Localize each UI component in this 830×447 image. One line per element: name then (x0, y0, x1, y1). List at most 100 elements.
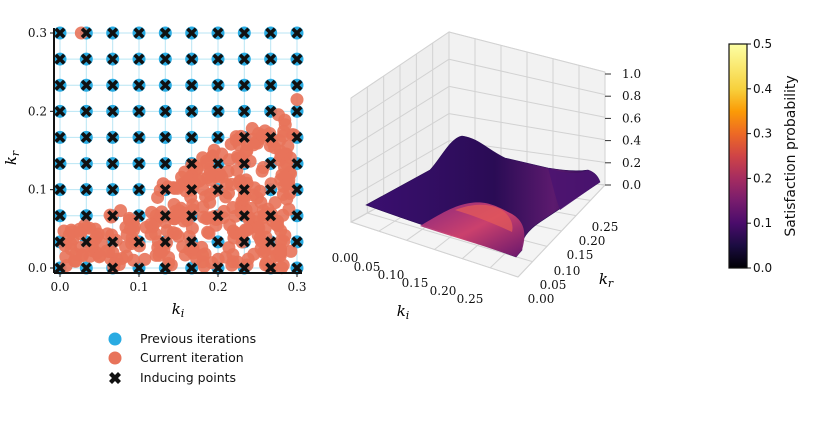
inducing-point (80, 262, 92, 274)
inducing-point (291, 105, 303, 117)
scatter-y-ticks: 0.0 0.1 0.2 0.3 (28, 26, 54, 275)
inducing-point (186, 53, 198, 65)
inducing-point (212, 184, 224, 196)
inducing-point (186, 184, 198, 196)
inducing-point (107, 131, 119, 143)
inducing-point (133, 262, 145, 274)
inducing-point (107, 184, 119, 196)
surface-x-label: ki (397, 302, 410, 322)
legend-label-inducing: Inducing points (140, 370, 236, 385)
surface-right-rise (548, 168, 600, 210)
pane-grid-line (448, 113, 606, 141)
inducing-point (54, 262, 66, 274)
inducing-point (238, 53, 250, 65)
inducing-point (159, 158, 171, 170)
current-point (257, 245, 271, 259)
current-point (171, 229, 185, 243)
inducing-point (80, 79, 92, 91)
current-point (90, 230, 104, 244)
inducing-point (238, 262, 250, 274)
surface-y-tick-label: 0.25 (592, 220, 619, 234)
surface-x-tick-label: 0.20 (430, 284, 457, 298)
inducing-point (291, 184, 303, 196)
surface-x-ticks: 0.000.050.100.150.200.25 (332, 251, 484, 306)
inducing-point (265, 131, 277, 143)
inducing-point (186, 27, 198, 39)
surface-y-tick-label: 0.10 (554, 264, 581, 278)
inducing-point (54, 27, 66, 39)
colorbar: 0.0 0.1 0.2 0.3 0.4 0.5 Satisfaction probabil… (728, 37, 799, 275)
current-point (166, 181, 180, 195)
surface-z-tick-label: 0.2 (622, 156, 641, 170)
inducing-point (107, 158, 119, 170)
inducing-point (54, 105, 66, 117)
inducing-point (54, 236, 66, 248)
current-point (127, 223, 141, 237)
colorbar-tick-label: 0.1 (753, 216, 772, 230)
inducing-point (54, 210, 66, 222)
inducing-point (159, 105, 171, 117)
current-point (215, 170, 229, 184)
inducing-point (186, 131, 198, 143)
pane-grid-line (350, 85, 450, 149)
current-point (271, 219, 285, 233)
current-point (276, 187, 290, 201)
surface-y-tick-label: 0.20 (579, 234, 606, 248)
inducing-point (238, 27, 250, 39)
inducing-point (133, 53, 145, 65)
pane-grid-line (448, 58, 606, 96)
legend-marker-previous (108, 332, 122, 346)
inducing-point (238, 105, 250, 117)
legend-label-previous: Previous iterations (140, 331, 256, 346)
surface-x-tick-label: 0.10 (378, 268, 405, 282)
inducing-point (186, 236, 198, 248)
current-point (226, 248, 240, 262)
inducing-point (80, 210, 92, 222)
current-point (280, 177, 294, 191)
inducing-point (80, 27, 92, 39)
inducing-points (54, 27, 303, 274)
inducing-point (212, 131, 224, 143)
surface-z-tick-label: 0.4 (622, 134, 641, 148)
surface-y-ticks: 0.000.050.10 0.150.200.25 (528, 220, 619, 306)
inducing-point (265, 184, 277, 196)
current-point (186, 198, 200, 212)
current-point (273, 244, 287, 258)
current-point (139, 220, 153, 234)
floor-grid-line (517, 184, 606, 278)
inducing-point (80, 236, 92, 248)
surface-z-tick-label: 0.0 (622, 178, 641, 192)
pane-grid-line (448, 85, 606, 118)
x-tick-label: 0.2 (208, 280, 227, 294)
x-tick-label: 0.0 (50, 280, 69, 294)
current-point (284, 244, 298, 258)
inducing-point (159, 236, 171, 248)
current-point (205, 169, 219, 183)
inducing-point (212, 210, 224, 222)
inducing-point (265, 79, 277, 91)
current-point (112, 257, 126, 271)
inducing-point (107, 210, 119, 222)
scatter-y-label: kr (2, 150, 22, 165)
inducing-point (159, 27, 171, 39)
inducing-point (212, 158, 224, 170)
inducing-point (107, 53, 119, 65)
inducing-point (265, 262, 277, 274)
current-point (277, 160, 291, 174)
inducing-point (159, 210, 171, 222)
surface-plot-3d: 0.000.050.100.150.200.25 0.000.050.100.1… (332, 31, 641, 322)
pane-grid-line (350, 58, 450, 124)
inducing-point (107, 27, 119, 39)
current-point (164, 258, 178, 272)
current-point (274, 144, 288, 158)
current-point (196, 182, 210, 196)
inducing-point (291, 27, 303, 39)
inducing-point (54, 158, 66, 170)
inducing-point (159, 184, 171, 196)
current-point (152, 248, 166, 262)
current-point (198, 247, 212, 261)
inducing-point (265, 210, 277, 222)
surface-z-tick-label: 0.6 (622, 111, 641, 125)
pane-grid-line (350, 113, 450, 173)
surface-y-tick-label: 0.15 (567, 248, 594, 262)
